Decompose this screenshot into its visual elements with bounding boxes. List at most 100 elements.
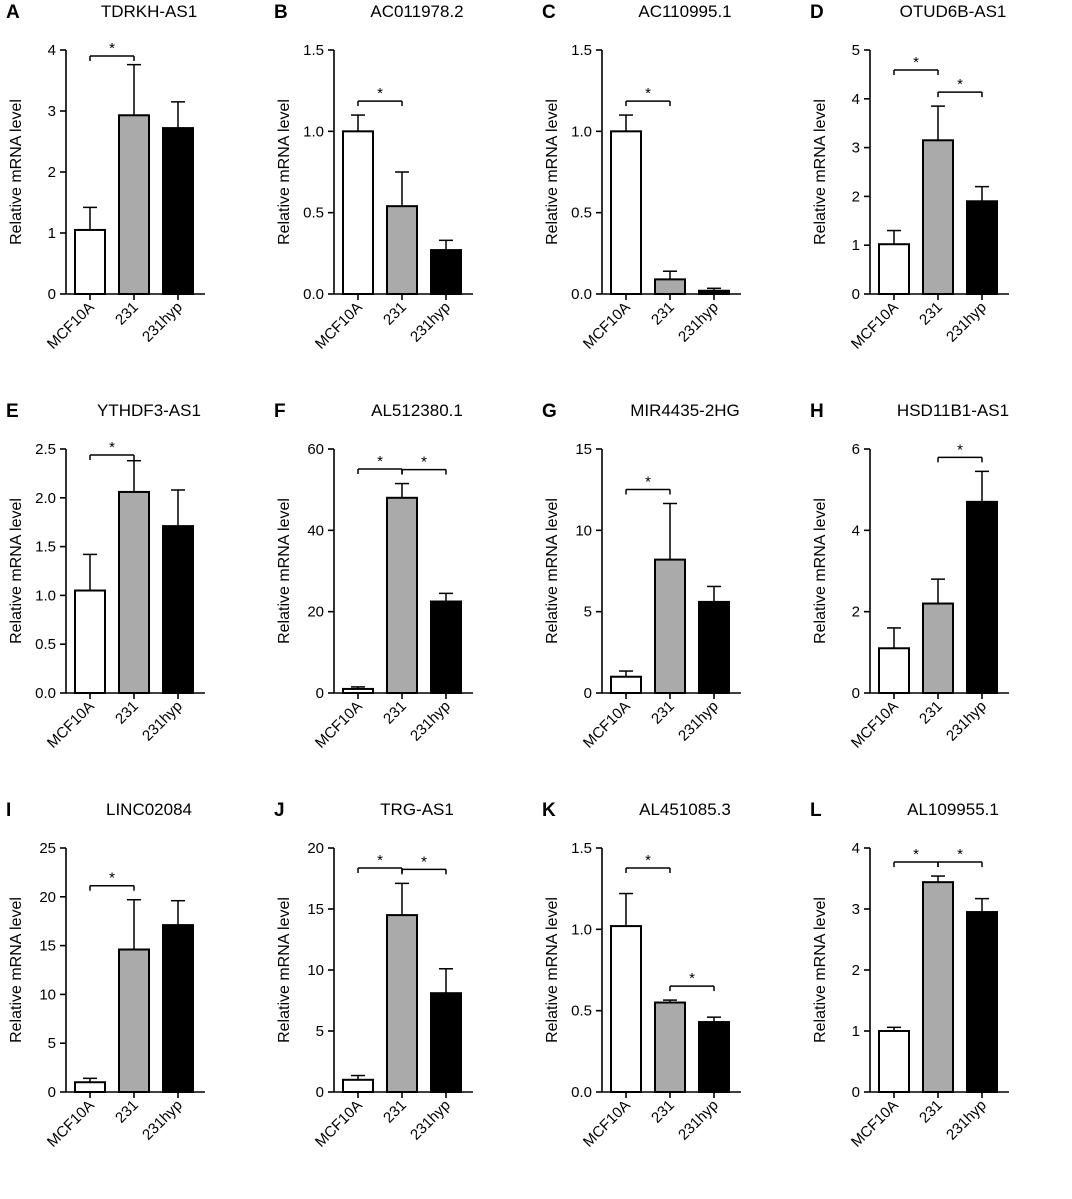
y-tick-label: 3 xyxy=(852,140,860,157)
bar-mcf10a xyxy=(610,130,642,295)
bar-231 xyxy=(118,490,150,694)
x-tick-label: 231 xyxy=(112,299,142,329)
bar-231 xyxy=(922,602,954,695)
y-tick-label: 2 xyxy=(852,604,860,621)
chart-panel-c: C AC110995.1 0.0 0.5 1.0 1.5 Relative mRNA lev… xyxy=(536,2,804,401)
chart-title: AL451085.3 xyxy=(639,800,731,819)
y-tick-label: 1.0 xyxy=(303,123,324,140)
y-tick-label: 20 xyxy=(39,889,56,906)
x-tick-label: 231hyp xyxy=(139,1097,186,1144)
significance-star: * xyxy=(913,54,919,71)
y-tick-label: 1.5 xyxy=(303,42,324,59)
x-tick-label: MCF10A xyxy=(848,698,902,752)
bar-mcf10a xyxy=(610,675,642,695)
x-tick-label: 231 xyxy=(648,299,678,329)
x-tick-label: MCF10A xyxy=(44,299,98,353)
y-tick-label: 5 xyxy=(852,42,860,59)
y-tick-label: 10 xyxy=(575,522,592,539)
significance-star: * xyxy=(645,852,651,869)
panel-letter: H xyxy=(810,401,824,422)
x-tick-label: 231 xyxy=(648,698,678,728)
y-tick-label: 1.0 xyxy=(571,921,592,938)
bar-231hyp xyxy=(698,600,730,694)
bar-chart: 0 5 10 15 Relative mRNA level MCF10A 231231hyp… xyxy=(544,441,741,752)
chart-panel-a: A TDRKH-AS1 0 1 2 3 4 Relative mRNA level MCF10A… xyxy=(0,2,268,401)
bar-mcf10a xyxy=(878,1030,910,1093)
x-tick-label: 231 xyxy=(112,1097,142,1127)
y-axis-label: Relative mRNA level xyxy=(8,498,25,644)
bar-mcf10a xyxy=(74,589,106,695)
panel-letter: A xyxy=(6,2,20,23)
y-axis-label: Relative mRNA level xyxy=(544,897,561,1043)
significance-star: * xyxy=(377,85,383,102)
chart-title: OTUD6B-AS1 xyxy=(899,2,1007,21)
bar-231 xyxy=(654,1001,686,1094)
bar-231 xyxy=(386,496,418,694)
bar-chart: 0 5 10 15 20 Relative mRNA level MCF10A 231231h… xyxy=(276,840,473,1151)
y-tick-label: 0.5 xyxy=(571,205,592,222)
y-tick-label: 4 xyxy=(852,91,860,108)
chart-title: HSD11B1-AS1 xyxy=(896,401,1010,420)
panel-letter: B xyxy=(274,2,288,23)
y-tick-label: 25 xyxy=(39,840,56,857)
chart-title: AC110995.1 xyxy=(638,2,732,21)
bar-chart: 0.0 0.5 1.0 1.5 Relative mRNA level MCF10A 231… xyxy=(276,42,473,353)
bar-231 xyxy=(118,948,150,1093)
significance-star: * xyxy=(957,76,963,93)
bar-231hyp xyxy=(162,127,194,295)
bar-chart: 0 5 10 15 20 25 Relative mRNA level MCF10A 23123… xyxy=(8,840,205,1151)
x-tick-label: 231 xyxy=(916,698,946,728)
x-tick-label: MCF10A xyxy=(312,1097,366,1151)
bar-chart: 0 20 40 60 Relative mRNA level MCF10A 231231hy… xyxy=(276,441,473,752)
chart-title: LINC02084 xyxy=(105,800,192,819)
y-axis-label: Relative mRNA level xyxy=(8,897,25,1043)
y-tick-label: 2 xyxy=(852,962,860,979)
bar-231hyp xyxy=(966,500,998,694)
chart-panel-j: J TRG-AS1 0 5 10 15 20 Relative mRNA level MCF10… xyxy=(268,800,536,1199)
y-tick-label: 0.5 xyxy=(35,636,56,653)
y-tick-label: 4 xyxy=(48,42,56,59)
y-tick-label: 20 xyxy=(307,840,324,857)
bar-231hyp xyxy=(430,249,462,295)
x-tick-label: MCF10A xyxy=(312,698,366,752)
y-tick-label: 2.0 xyxy=(35,490,56,507)
y-axis-label: Relative mRNA level xyxy=(812,498,829,644)
bar-231hyp xyxy=(966,911,998,1093)
panel-letter: F xyxy=(274,401,286,422)
significance-star: * xyxy=(421,853,427,870)
y-axis-label: Relative mRNA level xyxy=(544,498,561,644)
x-tick-label: 231 xyxy=(916,1097,946,1127)
y-tick-label: 5 xyxy=(584,604,592,621)
chart-panel-b: B AC011978.2 0.0 0.5 1.0 1.5 Relative mRNA lev… xyxy=(268,2,536,401)
y-axis-label: Relative mRNA level xyxy=(276,498,293,644)
bar-231 xyxy=(386,205,418,295)
panel-letter: I xyxy=(6,800,12,821)
y-tick-label: 0 xyxy=(48,286,56,303)
y-tick-label: 0.0 xyxy=(571,1084,592,1101)
y-tick-label: 0.5 xyxy=(303,205,324,222)
bar-chart: 0 1 2 3 4 5 Relative mRNA level MCF10A 231231hyp… xyxy=(812,42,1009,353)
y-axis-label: Relative mRNA level xyxy=(812,99,829,245)
chart-panel-i: I LINC02084 0 5 10 15 20 25 Relative mRNA level M… xyxy=(0,800,268,1199)
chart-title: TRG-AS1 xyxy=(380,800,454,819)
y-tick-label: 0.5 xyxy=(571,1003,592,1020)
significance-star: * xyxy=(913,846,919,863)
chart-title: AL512380.1 xyxy=(371,401,463,420)
panel-letter: E xyxy=(6,401,19,422)
y-tick-label: 15 xyxy=(39,938,56,955)
bar-231 xyxy=(654,278,686,295)
bar-231hyp xyxy=(162,924,194,1093)
x-tick-label: 231 xyxy=(648,1097,678,1127)
bar-231 xyxy=(922,881,954,1093)
significance-star: * xyxy=(645,473,651,490)
bar-231hyp xyxy=(698,1021,730,1093)
chart-panel-d: D OTUD6B-AS1 0 1 2 3 4 5 Relative mRNA level MCF1… xyxy=(804,2,1072,401)
chart-title: MIR4435-2HG xyxy=(630,401,740,420)
panel-letter: G xyxy=(542,401,557,422)
y-tick-label: 1.5 xyxy=(571,840,592,857)
y-tick-label: 10 xyxy=(307,962,324,979)
y-tick-label: 1.5 xyxy=(571,42,592,59)
y-tick-label: 15 xyxy=(307,901,324,918)
y-axis-label: Relative mRNA level xyxy=(276,897,293,1043)
